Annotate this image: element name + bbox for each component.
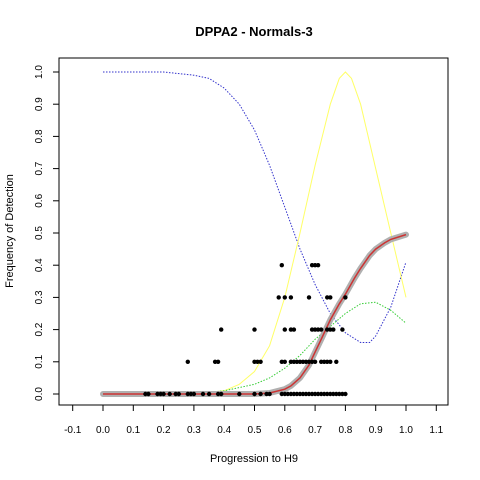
y-tick-label: 0.9 [34,97,45,111]
y-tick-label: 0.2 [34,322,45,336]
data-point [340,327,345,332]
data-point [176,391,181,397]
x-tick-label: 0.8 [338,425,352,436]
data-point [282,295,287,300]
data-point [337,391,342,397]
y-tick-label: 0.5 [34,226,45,240]
x-tick-label: 0.4 [217,425,231,436]
data-point [288,295,294,300]
data-point [328,295,333,300]
y-axis: 0.0 0.1 0.2 0.3 0.4 0.5 0.6 0.7 0.8 0.9 1.0 [34,65,59,401]
x-tick-label: -0.1 [64,425,82,436]
data-point [315,327,321,332]
x-tick-label: 0.5 [248,425,262,436]
data-point [334,359,339,364]
x-axis-title: Progression to H9 [210,453,298,465]
data-point [306,359,312,364]
data-point [312,359,318,364]
data-point [146,391,151,397]
y-tick-label: 0.3 [34,290,45,304]
x-tick-label: 0.6 [278,425,292,436]
plot-frame [58,57,449,406]
yellow-curve [103,71,407,395]
data-point [191,391,197,397]
data-point [155,391,160,397]
data-point [306,295,312,300]
chart-title: DPPA2 - Normals-3 [195,24,313,39]
x-tick-label: 0.3 [187,425,201,436]
fit-band [100,231,409,397]
x-tick-label: 1.0 [399,425,413,436]
blue-dotted-curve [103,71,407,343]
data-point [258,391,263,397]
y-tick-label: 0.8 [34,129,45,143]
data-point [215,391,221,397]
data-point [219,327,224,332]
plot-area [100,71,409,397]
data-point [315,391,321,397]
data-point [285,391,290,397]
data-point [173,391,178,397]
data-point [294,359,300,364]
data-point [215,359,221,364]
data-point [343,391,348,397]
data-point [315,263,321,268]
y-axis-title: Frequency of Detection [4,174,16,288]
fit-curve [103,233,407,395]
data-point [294,391,300,397]
data-point [219,391,224,397]
x-tick-label: 0.7 [308,425,322,436]
data-point [343,295,348,300]
x-tick-label: 0.0 [96,425,110,436]
data-point [325,359,330,364]
data-point [319,327,324,332]
data-point [267,391,272,397]
data-point [279,263,284,268]
data-point [161,391,166,397]
data-point [206,391,212,397]
x-axis: -0.1 0.0 0.1 0.2 0.3 0.4 0.5 0.6 0.7 0.8 0.9 1.0 1.1 [64,405,444,436]
data-point [252,327,257,332]
x-tick-label: 0.2 [157,425,171,436]
green-dotted-curve [103,301,407,395]
y-tick-label: 0.1 [34,354,45,368]
data-point [325,327,330,332]
data-point [255,359,260,364]
data-point [200,391,206,397]
data-point [252,391,257,397]
data-point [291,327,297,332]
y-tick-label: 0.7 [34,161,45,175]
x-tick-label: 0.9 [369,425,383,436]
y-tick-label: 0.0 [34,387,45,401]
data-point [328,359,333,364]
data-point [331,327,336,332]
data-point [237,391,242,397]
data-point [325,295,330,300]
data-point [167,391,172,397]
data-point [306,391,312,397]
x-tick-label: 0.1 [126,425,140,436]
data-point [282,359,287,364]
data-point [276,295,281,300]
data-point [282,327,287,332]
data-point [185,391,190,397]
data-point [325,391,330,397]
y-tick-label: 0.6 [34,193,45,207]
y-tick-label: 1.0 [34,65,45,79]
data-point [185,359,190,364]
y-tick-label: 0.4 [34,258,45,272]
x-tick-label: 1.1 [429,425,443,436]
data-point [258,359,263,364]
